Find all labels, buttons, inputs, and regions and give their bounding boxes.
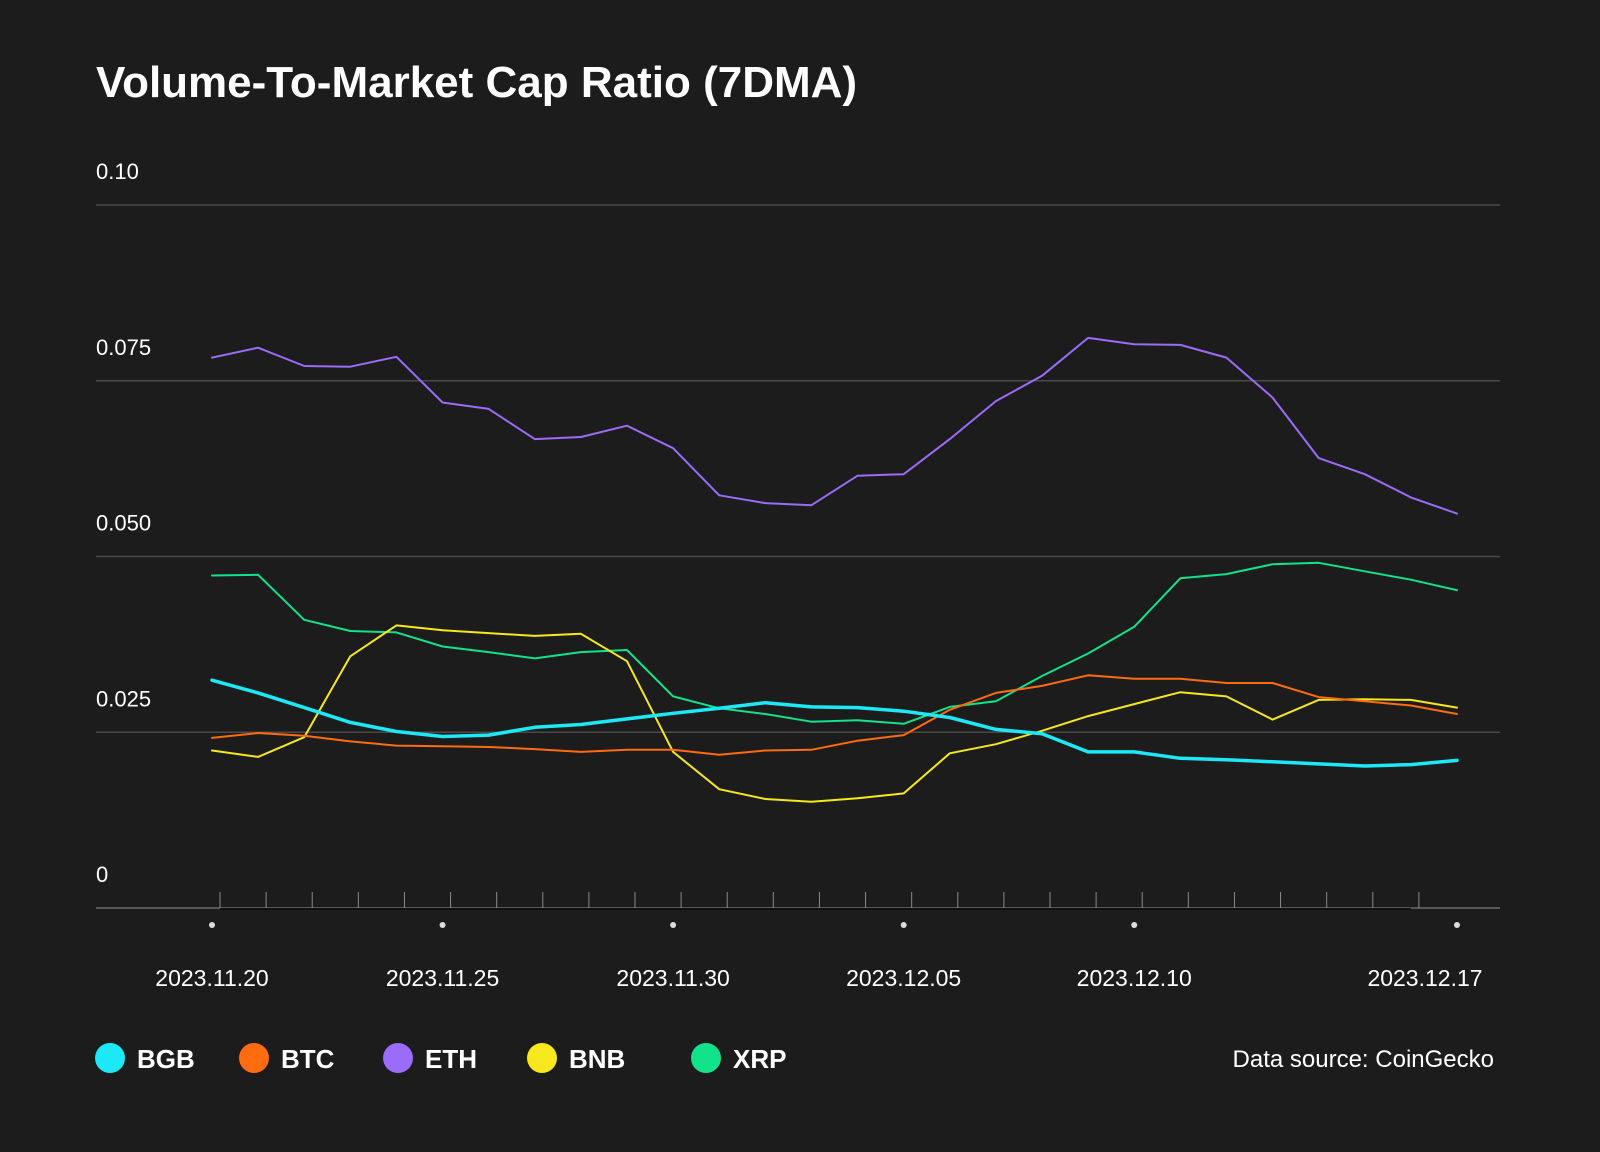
legend-item-bgb: BGB xyxy=(95,1043,195,1074)
x-tick-label: 2023.12.05 xyxy=(846,965,961,991)
chart-title: Volume-To-Market Cap Ratio (7DMA) xyxy=(96,58,857,107)
legend-item-bnb: BNB xyxy=(527,1043,625,1074)
legend-label: ETH xyxy=(425,1044,477,1074)
series-line-xrp xyxy=(211,561,1458,725)
series-line-btc xyxy=(211,674,1458,756)
legend-item-eth: ETH xyxy=(383,1043,477,1074)
y-axis-ticks: 0 0.025 0.050 0.075 0.10 xyxy=(96,159,151,887)
x-tick-dot xyxy=(1131,922,1138,928)
x-tick-dot xyxy=(670,922,677,928)
legend-label: BTC xyxy=(281,1044,335,1074)
series-lines xyxy=(210,336,1459,803)
y-tick-label: 0.075 xyxy=(96,335,151,360)
legend-label: BNB xyxy=(569,1044,625,1074)
x-tick-label: 2023.12.10 xyxy=(1077,965,1192,991)
y-tick-label: 0 xyxy=(96,862,108,887)
legend: BGB BTC ETH BNB XRP xyxy=(95,1043,786,1074)
series-line-bgb xyxy=(210,678,1459,768)
x-tick-label: 2023.12.17 xyxy=(1367,965,1482,991)
y-tick-label: 0.050 xyxy=(96,511,151,536)
x-tick-label: 2023.11.25 xyxy=(386,965,499,991)
legend-item-btc: BTC xyxy=(239,1043,335,1074)
legend-swatch xyxy=(383,1043,413,1073)
x-tick-label: 2023.11.30 xyxy=(616,965,729,991)
legend-swatch xyxy=(239,1043,269,1073)
legend-item-xrp: XRP xyxy=(691,1043,786,1074)
legend-swatch xyxy=(527,1043,557,1073)
x-tick-dot xyxy=(209,922,215,928)
y-tick-label: 0.025 xyxy=(96,686,151,711)
x-tick-dot xyxy=(439,922,446,928)
y-tick-label: 0.10 xyxy=(96,159,139,184)
legend-swatch xyxy=(95,1043,125,1073)
gridlines xyxy=(96,204,1500,909)
legend-label: XRP xyxy=(733,1044,786,1074)
x-axis: 2023.11.20 2023.11.25 2023.11.30 2023.12.05… xyxy=(155,892,1483,991)
source-label: Data source: CoinGecko xyxy=(1233,1046,1494,1073)
legend-swatch xyxy=(691,1043,721,1073)
series-line-bnb xyxy=(211,624,1458,803)
x-tick-label: 2023.11.20 xyxy=(155,965,268,991)
x-tick-dot xyxy=(1454,922,1460,928)
x-tick-dot xyxy=(900,922,907,928)
series-line-eth xyxy=(211,336,1458,515)
legend-label: BGB xyxy=(137,1044,195,1074)
